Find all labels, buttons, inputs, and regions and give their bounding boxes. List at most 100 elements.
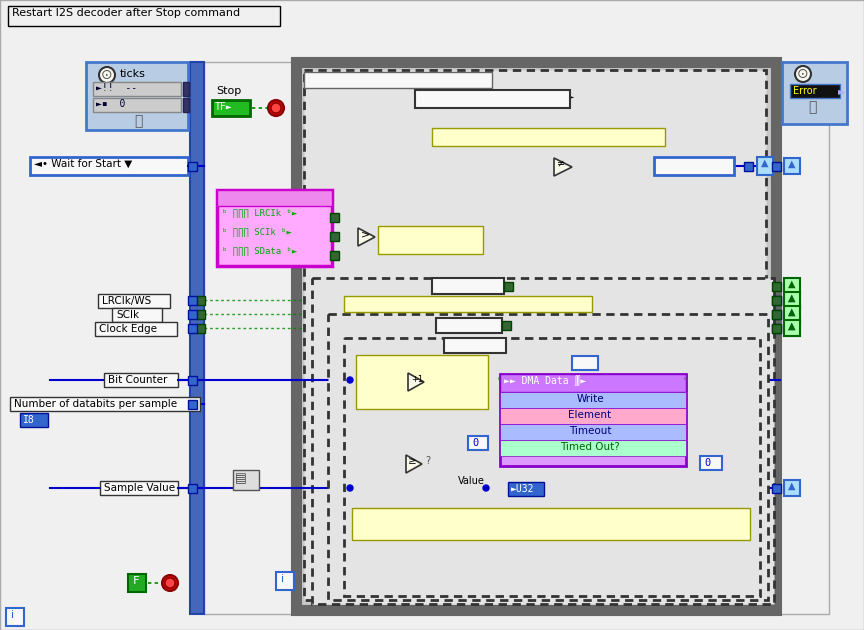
Circle shape bbox=[271, 103, 281, 113]
Text: Sample Value: Sample Value bbox=[104, 483, 175, 493]
Text: Clock bit into the 32-bit sample register, each new bit
pushes the data already : Clock bit into the 32-bit sample registe… bbox=[356, 511, 638, 532]
Bar bbox=[188, 376, 197, 385]
Circle shape bbox=[795, 66, 811, 82]
Bar bbox=[784, 158, 800, 174]
Bar bbox=[188, 296, 197, 305]
Text: ▲: ▲ bbox=[761, 158, 769, 168]
Bar bbox=[508, 482, 544, 496]
Text: Write: Write bbox=[576, 394, 604, 404]
Text: ◄ True ▼►: ◄ True ▼► bbox=[435, 280, 485, 290]
Bar bbox=[784, 292, 800, 308]
Bar bbox=[196, 324, 205, 333]
Text: ◄• Read ▼: ◄• Read ▼ bbox=[658, 159, 713, 169]
Circle shape bbox=[162, 575, 178, 591]
Bar bbox=[500, 440, 686, 456]
Bar bbox=[784, 306, 800, 322]
Circle shape bbox=[483, 485, 489, 491]
Bar bbox=[330, 213, 339, 222]
Text: i: i bbox=[281, 574, 284, 584]
Bar bbox=[784, 278, 800, 294]
Text: Timeout: Timeout bbox=[569, 426, 611, 436]
Circle shape bbox=[99, 67, 115, 83]
Text: ◄ "Read": ◄ "Read" bbox=[418, 92, 465, 102]
Text: ◄ Default ▼: ◄ Default ▼ bbox=[439, 319, 496, 329]
Bar bbox=[98, 294, 170, 308]
Bar bbox=[500, 424, 686, 440]
Bar bbox=[502, 321, 511, 330]
Text: ▲: ▲ bbox=[788, 307, 796, 317]
Bar bbox=[276, 572, 294, 590]
Bar bbox=[10, 397, 200, 411]
Bar bbox=[700, 456, 722, 470]
Bar bbox=[782, 62, 847, 124]
Text: Restart I2S decoder after Stop command: Restart I2S decoder after Stop command bbox=[12, 8, 240, 18]
Text: ᵇ ∏∏∏ LRCIk ᵇ►: ᵇ ∏∏∏ LRCIk ᵇ► bbox=[222, 208, 297, 217]
Bar bbox=[217, 190, 332, 266]
Text: Element: Element bbox=[569, 410, 612, 420]
Bar bbox=[500, 392, 686, 408]
Bar bbox=[784, 480, 800, 496]
Bar bbox=[183, 98, 189, 112]
Bar bbox=[196, 296, 205, 305]
Text: ▲: ▲ bbox=[788, 481, 796, 491]
Text: TF►: TF► bbox=[215, 102, 232, 112]
Bar bbox=[30, 157, 188, 175]
Text: End of sample:
Write value
to the DMA FIFO: End of sample: Write value to the DMA FI… bbox=[360, 358, 444, 391]
Bar bbox=[6, 608, 24, 626]
Text: ►▪  0: ►▪ 0 bbox=[96, 99, 125, 109]
Bar bbox=[784, 320, 800, 336]
Text: ⊙: ⊙ bbox=[101, 68, 113, 82]
Text: ⊙: ⊙ bbox=[797, 67, 809, 81]
Bar bbox=[95, 322, 177, 336]
Bar bbox=[344, 338, 760, 596]
Circle shape bbox=[268, 100, 284, 116]
Bar bbox=[572, 356, 598, 370]
Bar bbox=[772, 484, 781, 493]
Bar bbox=[772, 324, 781, 333]
Bar bbox=[757, 157, 773, 175]
Bar bbox=[217, 190, 332, 206]
Bar bbox=[233, 470, 259, 490]
Bar bbox=[468, 436, 488, 450]
Bar bbox=[744, 162, 753, 171]
Text: LRCIk/WS: LRCIk/WS bbox=[102, 296, 151, 306]
Text: ⌵: ⌵ bbox=[134, 114, 143, 128]
Bar bbox=[772, 296, 781, 305]
Bar bbox=[93, 82, 181, 96]
Text: I2S Decoder State Machine: I2S Decoder State Machine bbox=[308, 74, 449, 84]
Text: ►► DMA Data ∭►: ►► DMA Data ∭► bbox=[504, 376, 587, 387]
Text: ≥: ≥ bbox=[408, 456, 416, 466]
Bar bbox=[772, 310, 781, 319]
Bar bbox=[312, 278, 774, 604]
Text: ▲: ▲ bbox=[788, 321, 796, 331]
Bar bbox=[784, 320, 800, 336]
Bar bbox=[104, 373, 178, 387]
Bar bbox=[790, 84, 840, 98]
Bar bbox=[500, 374, 686, 466]
Text: Stop: Stop bbox=[216, 86, 241, 96]
Bar bbox=[504, 282, 513, 291]
Bar bbox=[188, 310, 197, 319]
Polygon shape bbox=[554, 158, 572, 176]
Text: ▲: ▲ bbox=[788, 159, 796, 169]
Bar bbox=[772, 324, 781, 333]
Bar bbox=[772, 310, 781, 319]
Bar bbox=[784, 306, 800, 322]
Bar bbox=[772, 282, 781, 291]
Bar bbox=[356, 355, 488, 409]
Bar bbox=[93, 98, 181, 112]
Bar bbox=[654, 157, 734, 175]
Bar bbox=[772, 296, 781, 305]
Circle shape bbox=[165, 578, 175, 588]
Text: +1: +1 bbox=[411, 374, 423, 384]
Bar bbox=[344, 296, 592, 312]
Bar bbox=[500, 408, 686, 424]
Text: 0: 0 bbox=[472, 438, 479, 448]
Text: Clock Edge: Clock Edge bbox=[99, 324, 157, 334]
Polygon shape bbox=[406, 455, 422, 473]
Bar bbox=[378, 226, 483, 254]
Text: F: F bbox=[133, 576, 140, 586]
Bar bbox=[784, 292, 800, 308]
Bar bbox=[444, 338, 506, 353]
Bar bbox=[100, 481, 178, 495]
